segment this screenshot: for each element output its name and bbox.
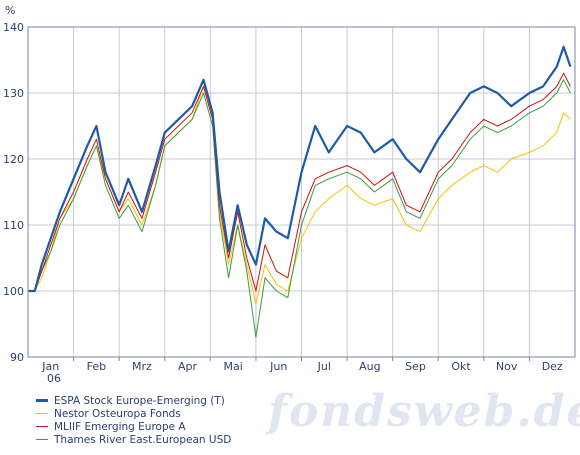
legend-label-mliif: MLIIF Emerging Europe A xyxy=(54,420,186,433)
legend-label-nestor: Nestor Osteuropa Fonds xyxy=(54,407,181,420)
series-line-thames xyxy=(28,79,571,338)
y-tick-label: 120 xyxy=(3,153,24,166)
legend-label-thames: Thames River East.European USD xyxy=(54,433,232,446)
y-axis-unit-label: % xyxy=(5,4,15,17)
plot-frame xyxy=(27,26,576,358)
x-tick-label: Jan xyxy=(41,360,59,373)
legend-item-mliif: MLIIF Emerging Europe A xyxy=(36,420,231,433)
x-tick-label: Nov xyxy=(496,360,518,373)
x-tick-label: Apr xyxy=(178,360,198,373)
series-line-nestor xyxy=(28,85,571,305)
y-axis-ticks: 90 100 110 120 130 140 xyxy=(3,21,24,364)
series-line-mliif xyxy=(28,72,571,292)
series-lines xyxy=(28,45,572,338)
x-tick-label: Aug xyxy=(359,360,380,373)
x-tick-label: Feb xyxy=(87,360,106,373)
fondsweb-watermark: fondsweb.de xyxy=(268,386,580,437)
y-tick-label: 100 xyxy=(3,285,24,298)
legend-swatch-nestor xyxy=(36,413,48,414)
legend-item-nestor: Nestor Osteuropa Fonds xyxy=(36,407,231,420)
y-tick-label: 110 xyxy=(3,219,24,232)
legend-swatch-espa xyxy=(36,399,48,402)
x-tick-label: Dez xyxy=(542,360,563,373)
x-tick-label: Jul xyxy=(317,360,331,373)
y-tick-label: 90 xyxy=(10,351,24,364)
x-tick-label: Mai xyxy=(223,360,242,373)
grid-lines xyxy=(28,26,575,358)
x-tick-label: Mrz xyxy=(132,360,152,373)
series-line-espa xyxy=(28,45,572,293)
y-tick-label: 130 xyxy=(3,87,24,100)
x-axis-year-label: 06 xyxy=(47,372,61,385)
legend-swatch-mliif xyxy=(36,426,48,427)
legend-item-thames: Thames River East.European USD xyxy=(36,433,231,446)
legend-label-espa: ESPA Stock Europe-Emerging (T) xyxy=(54,394,225,407)
x-tick-label: Sep xyxy=(405,360,426,373)
x-axis-ticks: Jan Feb Mrz Apr Mai Jun Jul Aug Sep Okt Nov Dez xyxy=(41,357,563,373)
legend-swatch-thames xyxy=(36,439,48,440)
chart-legend: ESPA Stock Europe-Emerging (T) Nestor Os… xyxy=(36,394,231,446)
x-tick-label: Jun xyxy=(269,360,287,373)
x-tick-label: Okt xyxy=(451,360,471,373)
y-tick-label: 140 xyxy=(3,21,24,34)
legend-item-espa: ESPA Stock Europe-Emerging (T) xyxy=(36,394,231,407)
